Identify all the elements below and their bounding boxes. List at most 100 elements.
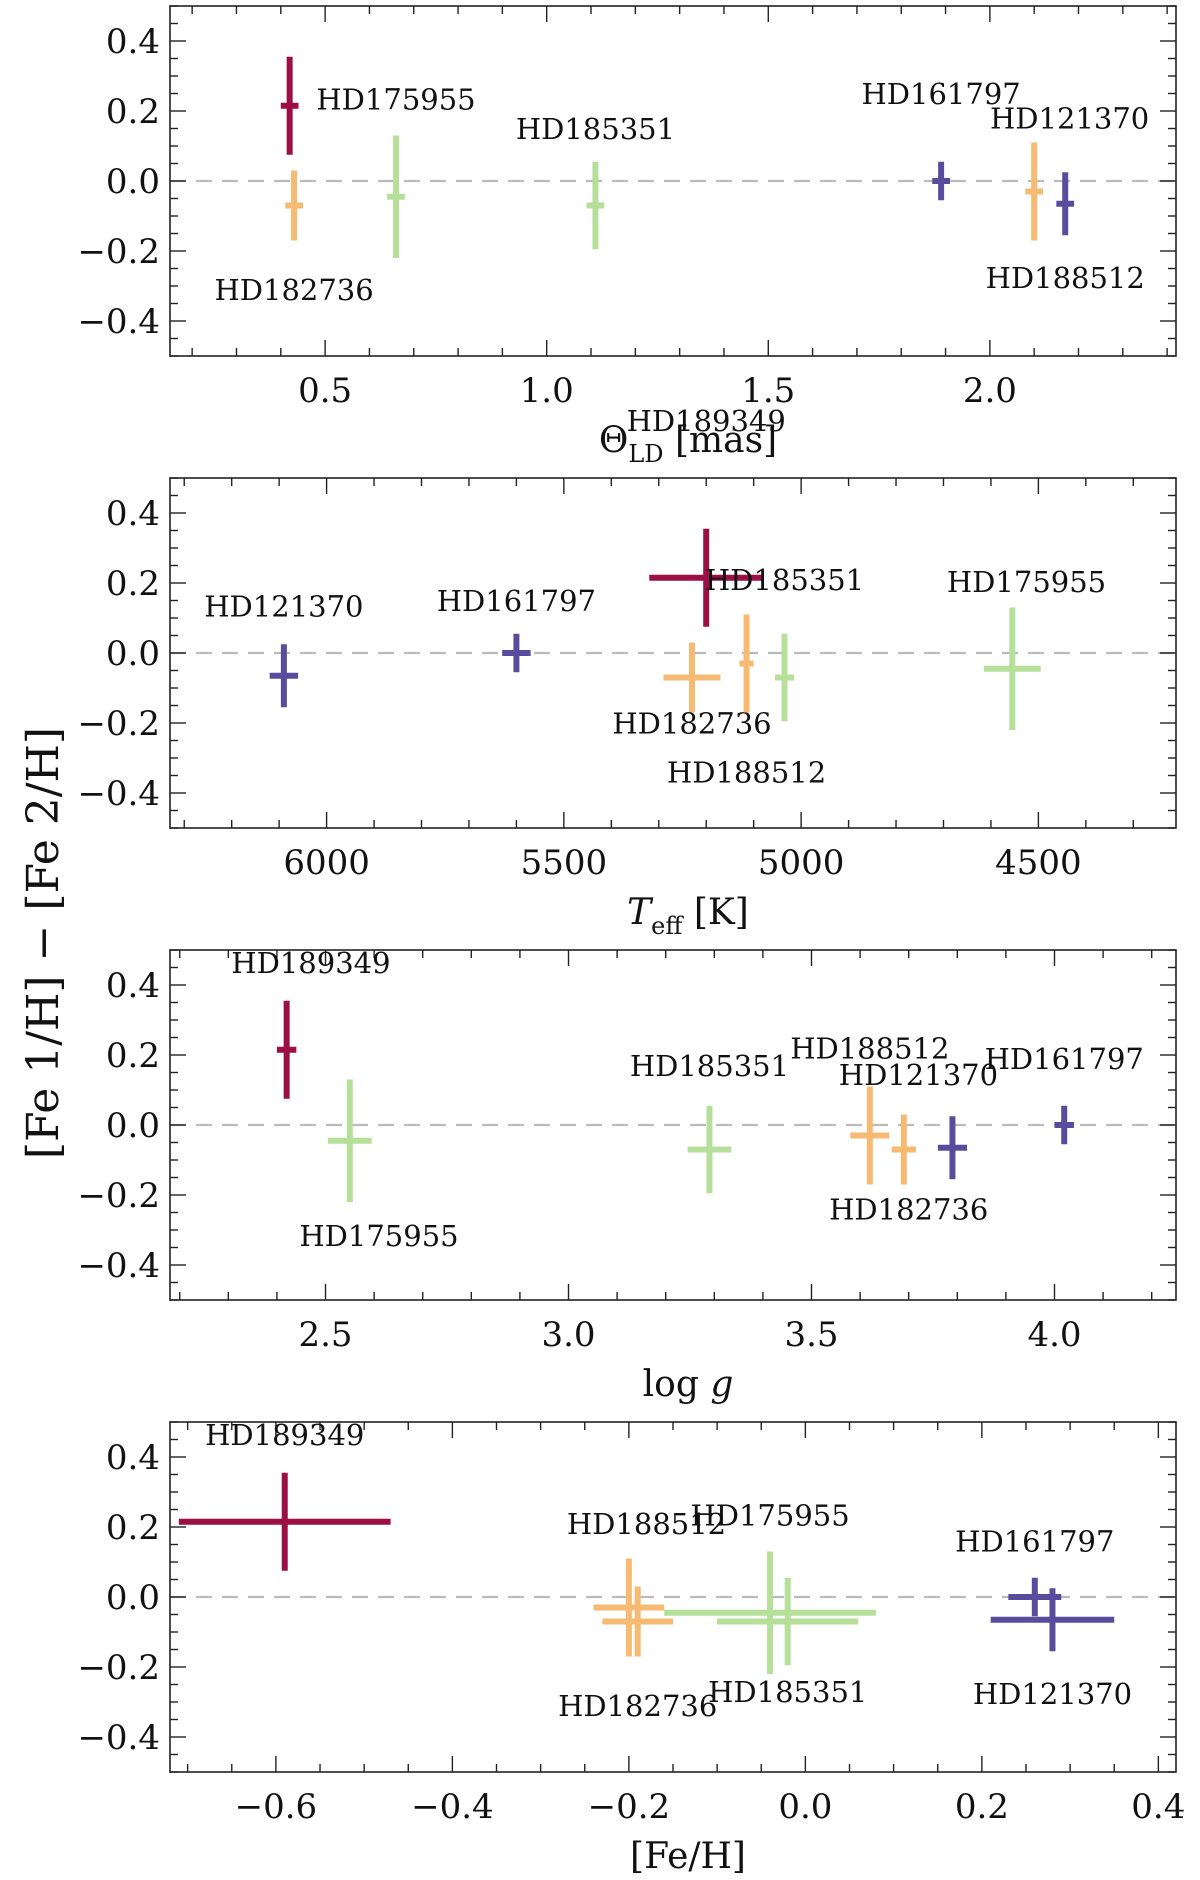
star-label: HD175955 (299, 1219, 458, 1253)
star-label: HD175955 (690, 1498, 849, 1532)
data-point-hd175955: HD175955 (664, 1498, 876, 1674)
data-point-hd175955: HD175955 (299, 1079, 459, 1253)
star-label: HD161797 (985, 1042, 1144, 1076)
x-tick-label: 2.0 (963, 371, 1017, 411)
y-tick-label: 0.4 (106, 22, 160, 62)
y-tick-label: −0.2 (77, 1176, 160, 1216)
star-label: HD182736 (829, 1193, 988, 1227)
x-axis-label: log g (643, 1364, 734, 1405)
y-tick-label: 0.2 (106, 564, 160, 604)
star-label: HD185351 (705, 563, 864, 597)
y-tick-label: −0.4 (77, 1718, 160, 1758)
star-label: HD182736 (214, 273, 373, 307)
star-label: HD121370 (990, 102, 1149, 136)
y-tick-label: 0.0 (106, 1106, 160, 1146)
data-point-hd188512: HD188512 (790, 1032, 949, 1185)
x-tick-label: 1.5 (741, 371, 795, 411)
y-tick-label: −0.2 (77, 1648, 160, 1688)
star-label: HD121370 (839, 1058, 998, 1092)
star-label: HD175955 (947, 565, 1106, 599)
data-point-hd121370: HD121370 (839, 1058, 998, 1180)
y-tick-label: 0.0 (106, 634, 160, 674)
star-label: HD188512 (790, 1032, 949, 1066)
data-point-hd189349: HD189349 (178, 1418, 391, 1571)
panel-3: 2.5 3.0 3.5 4.0 0.4 0.2 0.0 −0.2 −0.4 log g HD1893… (77, 946, 1177, 1405)
star-label: HD161797 (955, 1525, 1114, 1559)
y-tick-label: 0.4 (106, 966, 160, 1006)
data-point-hd188512: HD188512 (986, 172, 1145, 295)
y-tick-label: −0.2 (77, 232, 160, 272)
x-tick-label: 0.0 (778, 1787, 832, 1827)
y-tick-label: 0.2 (106, 1036, 160, 1076)
data-point-hd185351: HD185351 (630, 1049, 789, 1194)
y-tick-label: 0.2 (106, 1508, 160, 1548)
x-tick-label: 5500 (521, 843, 608, 883)
y-tick-label: 0.2 (106, 92, 160, 132)
x-axis-label: Teff [K] (627, 892, 749, 940)
data-point-hd121370: HD121370 (204, 589, 364, 708)
x-axis-label: [Fe/H] (630, 1836, 746, 1877)
data-point-hd185351: HD185351 (708, 1577, 867, 1709)
x-tick-label: 0.2 (955, 1787, 1009, 1827)
data-point-hd185351: HD185351 (705, 563, 864, 722)
y-tick-label: −0.4 (77, 302, 160, 342)
star-label: HD188512 (986, 261, 1145, 295)
star-label: HD182736 (558, 1689, 717, 1723)
y-tick-label: 0.4 (106, 494, 160, 534)
data-point-hd185351: HD185351 (516, 112, 675, 250)
x-tick-label: 4.0 (1027, 1315, 1081, 1355)
x-tick-label: 0.4 (1131, 1787, 1185, 1827)
star-label: HD121370 (973, 1677, 1132, 1711)
star-label: HD188512 (567, 1507, 726, 1541)
data-point-hd188512: HD188512 (667, 614, 826, 790)
data-point-hd161797: HD161797 (985, 1042, 1144, 1145)
data-point-hd175955: HD175955 (316, 82, 476, 258)
star-label: HD175955 (316, 82, 475, 116)
data-point-hd121370: HD121370 (990, 102, 1149, 241)
x-tick-label: 2.5 (298, 1315, 352, 1355)
panel-2: 6000 5500 5000 4500 0.4 0.2 0.0 −0.2 −0.4 Teff [K… (77, 404, 1177, 940)
data-point-hd121370: HD121370 (973, 1588, 1132, 1711)
y-tick-label: −0.4 (77, 1246, 160, 1286)
data-point-hd161797: HD161797 (861, 77, 1021, 201)
y-tick-label: 0.0 (106, 162, 160, 202)
x-tick-label: −0.4 (411, 1787, 494, 1827)
y-tick-label: 0.4 (106, 1438, 160, 1478)
x-tick-label: 3.5 (784, 1315, 838, 1355)
star-label: HD185351 (516, 112, 675, 146)
data-point-hd175955: HD175955 (947, 565, 1106, 730)
data-point-hd161797: HD161797 (955, 1525, 1114, 1617)
star-label: HD161797 (437, 584, 596, 618)
star-label: HD189349 (205, 1418, 364, 1452)
panel-4: −0.6 −0.4 −0.2 0.0 0.2 0.4 0.4 0.2 0.0 −0.2 −0.4 [F… (77, 1418, 1185, 1877)
data-point-hd189349: HD189349 (280, 56, 299, 155)
star-label: HD188512 (667, 756, 826, 790)
x-tick-label: −0.6 (235, 1787, 318, 1827)
y-tick-label: −0.2 (77, 704, 160, 744)
star-label: HD189349 (627, 404, 786, 438)
x-tick-label: 4500 (995, 843, 1082, 883)
data-point-hd182736: HD182736 (558, 1586, 717, 1723)
x-tick-label: 1.0 (520, 371, 574, 411)
data-point-hd189349: HD189349 (231, 946, 391, 1099)
x-tick-label: 3.0 (541, 1315, 595, 1355)
x-axis-label: ΘLD [mas] (599, 420, 777, 468)
star-label: HD185351 (708, 1675, 867, 1709)
x-tick-label: −0.2 (588, 1787, 671, 1827)
data-point-hd188512: HD188512 (567, 1507, 726, 1657)
star-label: HD121370 (204, 589, 363, 623)
y-tick-label: −0.4 (77, 774, 160, 814)
x-tick-label: 5000 (758, 843, 845, 883)
star-label: HD185351 (630, 1049, 789, 1083)
data-point-hd182736: HD182736 (214, 170, 374, 307)
data-point-hd161797: HD161797 (437, 584, 596, 673)
y-tick-label: 0.0 (106, 1578, 160, 1618)
data-point-hd182736: HD182736 (829, 1114, 988, 1227)
star-label: HD189349 (231, 946, 390, 980)
x-tick-label: 6000 (283, 843, 370, 883)
x-tick-label: 0.5 (298, 371, 352, 411)
shared-y-axis-label: [Fe 1/H] − [Fe 2/H] (18, 727, 69, 1159)
star-label: HD161797 (861, 77, 1020, 111)
